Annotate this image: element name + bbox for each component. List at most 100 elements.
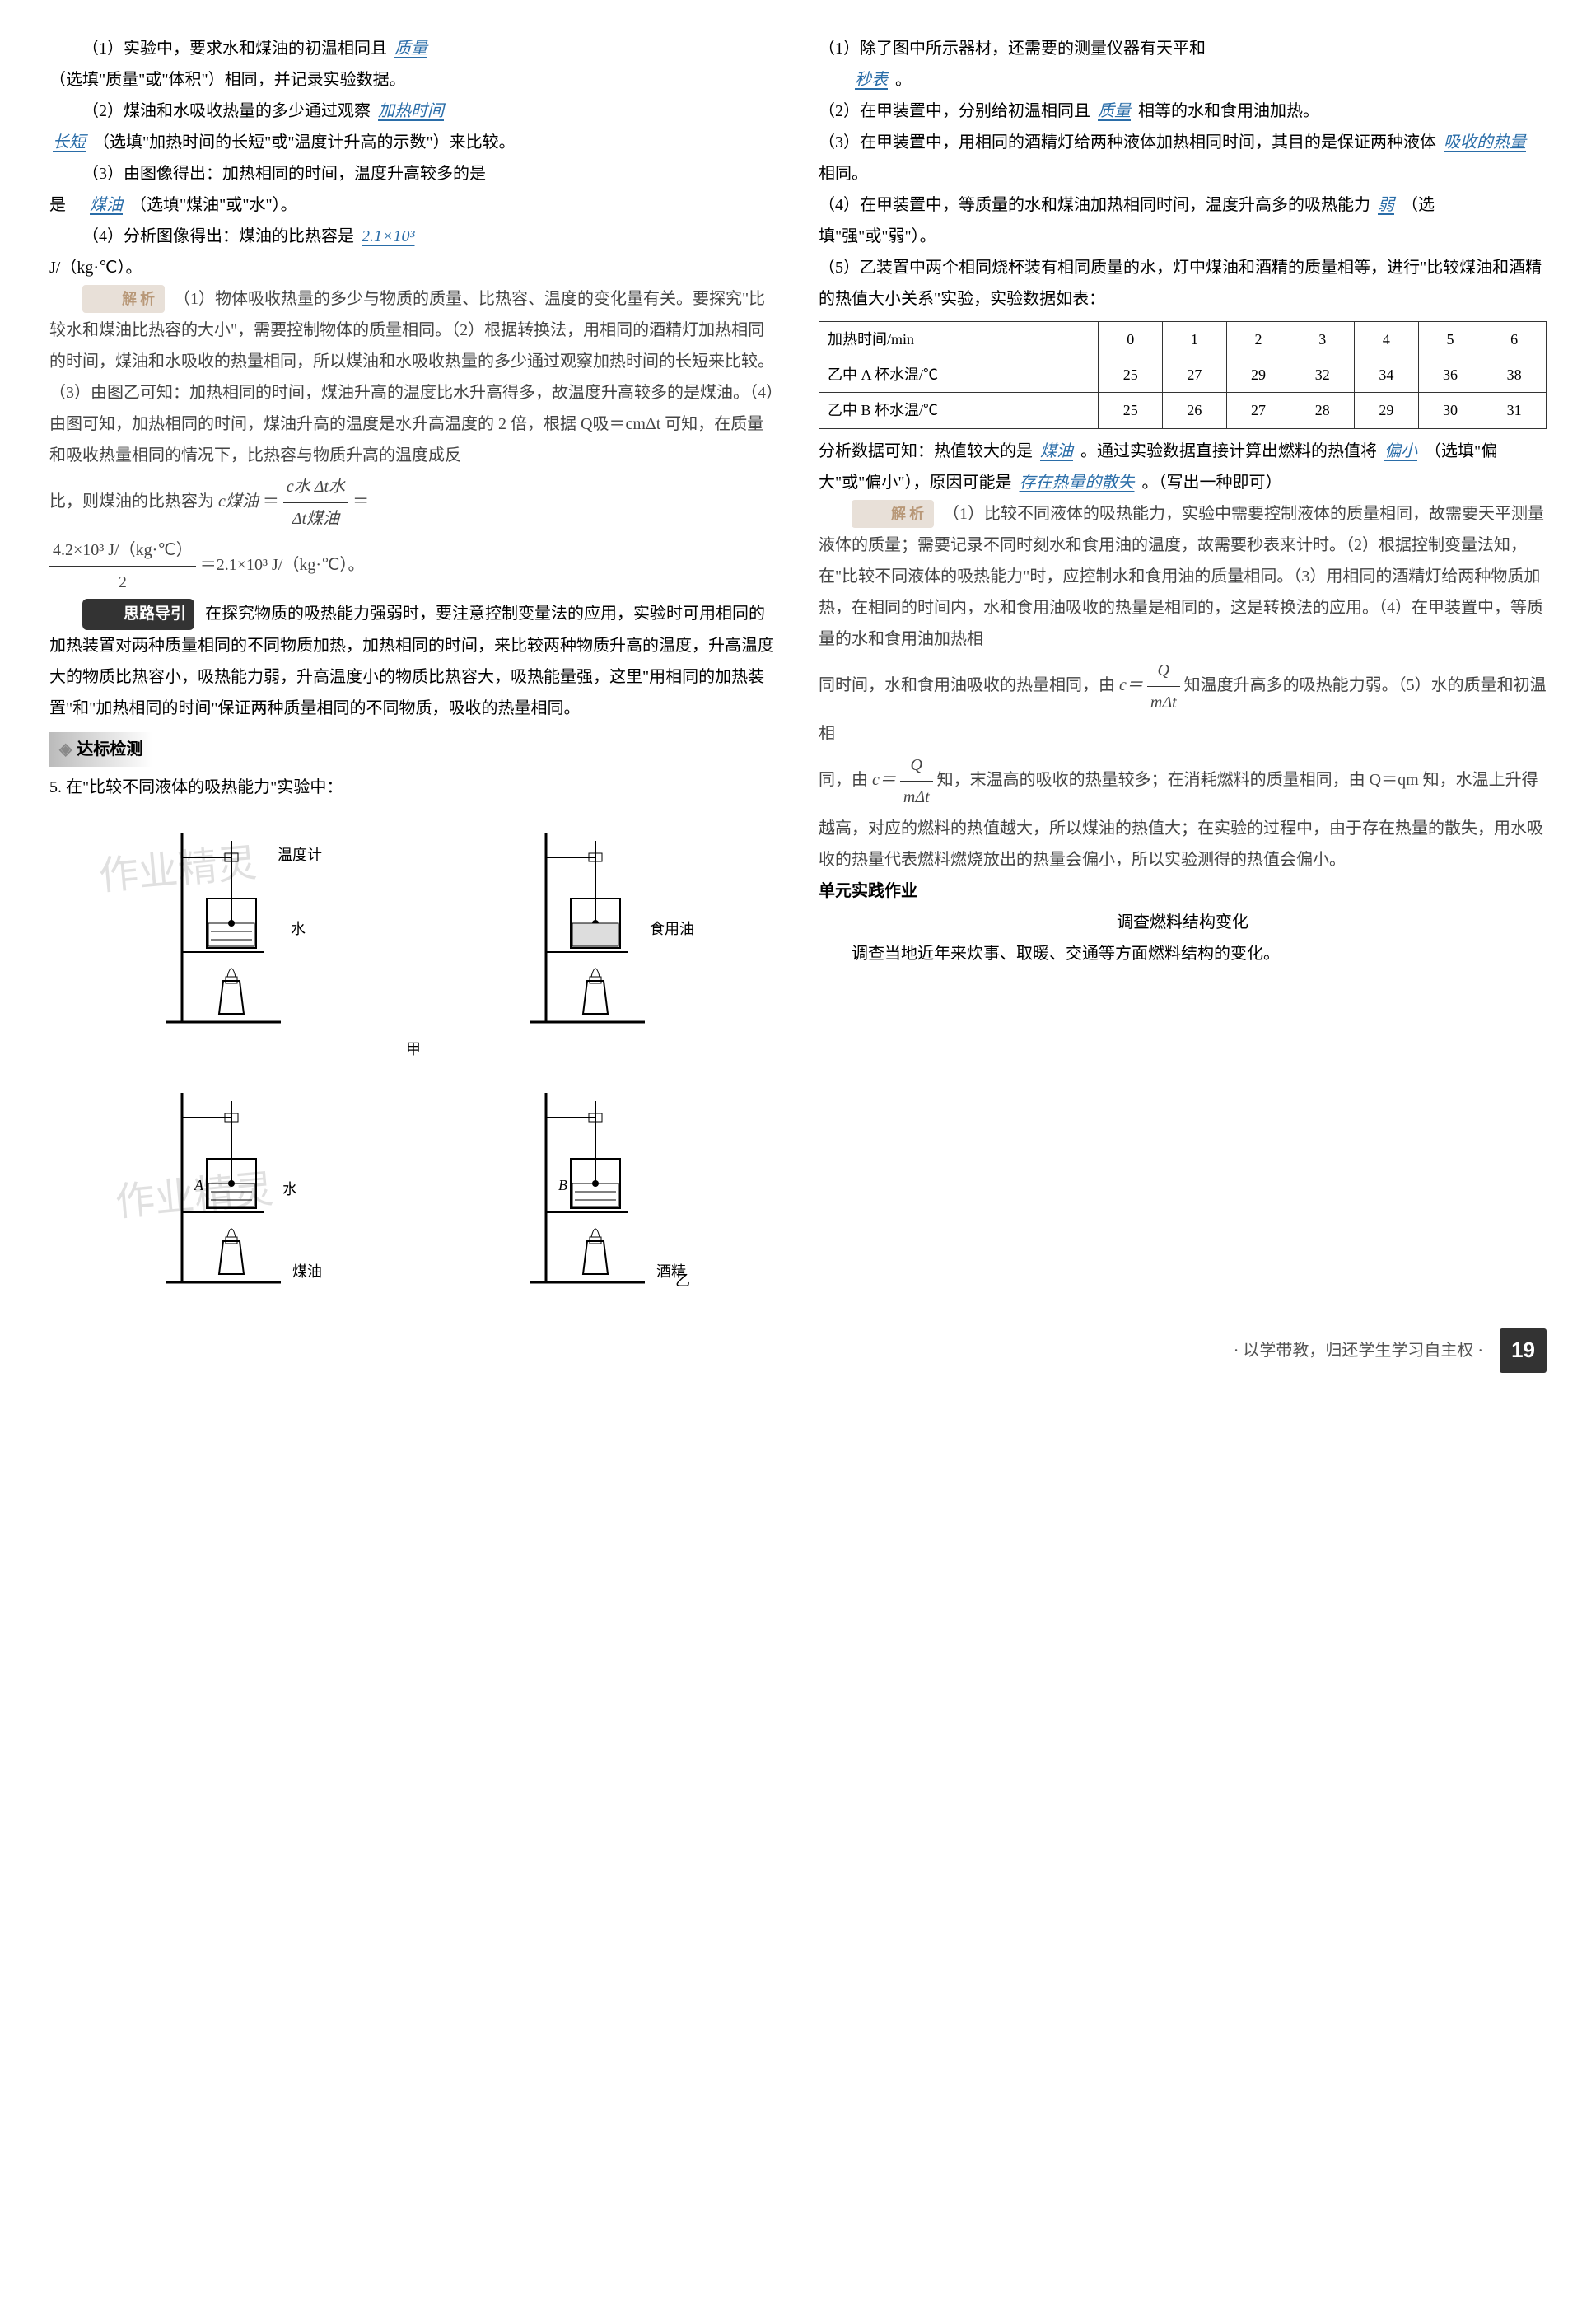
q3-post: （选填"煤油"或"水"）。 [130,196,297,214]
cell: 38 [1482,357,1547,393]
r-explain-f1: 同时间，水和食用油吸收的热量相同，由 c＝ Q mΔt 知温度升高多的吸热能力弱… [819,655,1547,749]
rq5-ans2: 偏小 [1381,442,1421,460]
r-frac2: Q mΔt [900,749,933,813]
r-c-eq: c＝ [1119,676,1143,694]
r-frac1-num: Q [1147,655,1180,687]
q2-text: （2）煤油和水吸收热量的多少通过观察 [82,102,371,120]
r-f2-pre: 同，由 [819,771,872,789]
diagram-yi: 作业精灵 [49,1076,777,1291]
footer-motto: · 以学带教，归还学生学习自主权 · [1234,1335,1483,1366]
rq2: （2）在甲装置中，分别给初温相同且 质量 相等的水和食用油加热。 [819,96,1547,127]
q4-ans: 2.1×10³ [358,227,418,245]
explain-formula: 比，则煤油的比热容为 c煤油 ＝ c水 Δt水 Δt煤油 ＝ [49,471,777,534]
th-b: 乙中 B 杯水温/℃ [819,393,1099,428]
explain1: 解析 （1）物体吸收热量的多少与物质的质量、比热容、温度的变化量有关。要探究"比… [49,283,777,471]
rq5-ans3: 存在热量的散失 [1016,474,1138,492]
rq5-mid1: 分析数据可知：热值较大的是 [819,442,1033,460]
rq4-text: （4）在甲装置中，等质量的水和煤油加热相同时间，温度升高多的吸热能力 [819,196,1370,214]
cell: 29 [1226,357,1290,393]
tip-para: 思路导引 在探究物质的吸热能力强弱时，要注意控制变量法的应用，实验时可用相同的加… [49,598,777,724]
cell: 26 [1163,393,1227,428]
r-frac1-den: mΔt [1147,687,1180,718]
survey-text: 调查当地近年来炊事、取暖、交通等方面燃料结构的变化。 [819,938,1547,969]
cell: 31 [1482,393,1547,428]
label-water: 水 [291,915,306,943]
rq3-post: 相同。 [819,165,868,183]
frac2-num: 4.2×10³ J/（kg·℃） [49,534,196,567]
q1: （1）实验中，要求水和煤油的初温相同且 质量 [49,33,777,64]
rq3-text: （3）在甲装置中，用相同的酒精灯给两种液体加热相同时间，其目的是保证两种液体 [819,133,1436,152]
frac1-num: c水 Δt水 [283,471,348,503]
caption-yi: 乙 [675,1267,690,1295]
cell: 27 [1226,393,1290,428]
frac1-den: Δt煤油 [283,503,348,534]
rq1-ans: 秒表 [852,71,891,89]
apparatus-b: B 酒精 乙 [513,1076,678,1291]
cell: 34 [1355,357,1419,393]
cell: 28 [1290,393,1355,428]
r-explain-f2: 同，由 c＝ Q mΔt 知，末温高的吸收的热量较多；在消耗燃料的质量相同，由 … [819,749,1547,875]
apparatus-water: 温度计 水 [149,816,314,1030]
cell: 3 [1290,322,1355,357]
q4: （4）分析图像得出：煤油的比热容是 2.1×10³ [49,221,777,252]
label-oil: 食用油 [650,915,694,943]
q4-text: （4）分析图像得出：煤油的比热容是 [82,227,354,245]
cell: 25 [1099,393,1163,428]
cell: 5 [1418,322,1482,357]
apparatus-a: A 水 煤油 [149,1076,314,1291]
r-frac2-num: Q [900,749,933,782]
r-c-eq2: c＝ [872,771,896,789]
tip-label: 思路导引 [82,599,194,630]
q2-ans2: 长短 [49,133,89,152]
label-meiyou: 煤油 [292,1258,322,1286]
cell: 4 [1355,322,1419,357]
q2-ans1: 加热时间 [375,102,447,120]
formula-pre: 比，则煤油的比热容为 [49,492,218,511]
explain-text: （1）物体吸收热量的多少与物质的质量、比热容、温度的变化量有关。要探究"比较水和… [49,290,774,464]
page-footer: · 以学带教，归还学生学习自主权 · 19 [49,1328,1547,1372]
apparatus-oil: 食用油 [513,816,678,1030]
rq1-text: （1）除了图中所示器材，还需要的测量仪器有天平和 [819,40,1206,58]
r-frac2-den: mΔt [900,782,933,813]
q1-post: （选填"质量"或"体积"）相同，并记录实验数据。 [49,64,777,96]
rq5-analysis: 分析数据可知：热值较大的是 煤油 。通过实验数据直接计算出燃料的热值将 偏小 （… [819,436,1547,498]
label-a: A [194,1171,203,1199]
diagram-jia: 作业精灵 [49,816,777,1063]
cell: 1 [1163,322,1227,357]
q4-unit: J/（kg·℃）。 [49,252,777,283]
cell: 2 [1226,322,1290,357]
data-table: 加热时间/min 0 1 2 3 4 5 6 乙中 A 杯水温/℃ 25 27 … [819,321,1547,429]
q3: （3）由图像得出：加热相同的时间，温度升高较多的是 [49,158,777,189]
frac2-den: 2 [49,567,196,598]
explain-formula2: 4.2×10³ J/（kg·℃） 2 ＝2.1×10³ J/（kg·℃）。 [49,534,777,598]
caption-jia: 甲 [49,1035,777,1063]
explain-label: 解析 [82,285,165,313]
r-frac1: Q mΔt [1147,655,1180,718]
rq2-text: （2）在甲装置中，分别给初温相同且 [819,102,1090,120]
rq3-ans: 吸收的热量 [1440,133,1529,152]
table-row-a: 乙中 A 杯水温/℃ 25 27 29 32 34 36 38 [819,357,1547,393]
rq1: （1）除了图中所示器材，还需要的测量仪器有天平和 [819,33,1547,64]
cell: 29 [1355,393,1419,428]
cell: 36 [1418,357,1482,393]
r-explain-label: 解析 [852,500,934,528]
q2-post: （选填"加热时间的长短"或"温度计升高的示数"）来比较。 [93,133,516,152]
cell: 6 [1482,322,1547,357]
page-number: 19 [1500,1328,1547,1372]
q2-line2: 长短 （选填"加热时间的长短"或"温度计升高的示数"）来比较。 [49,127,777,158]
rq5-post: 。（写出一种即可） [1142,474,1282,492]
dabiao-label: 达标检测 [49,732,152,767]
th-a: 乙中 A 杯水温/℃ [819,357,1099,393]
cell: 32 [1290,357,1355,393]
q3-text: （3）由图像得出：加热相同的时间，温度升高较多的是 [82,165,486,183]
table-row-b: 乙中 B 杯水温/℃ 25 26 27 28 29 30 31 [819,393,1547,428]
rq3: （3）在甲装置中，用相同的酒精灯给两种液体加热相同时间，其目的是保证两种液体 吸… [819,127,1547,189]
cell: 0 [1099,322,1163,357]
rq4: （4）在甲装置中，等质量的水和煤油加热相同时间，温度升高多的吸热能力 弱 （选填… [819,189,1547,252]
table-row-time: 加热时间/min 0 1 2 3 4 5 6 [819,322,1547,357]
unit-title: 单元实践作业 [819,875,1547,907]
label-water2: 水 [282,1175,297,1203]
rq5-mid2: 。通过实验数据直接计算出燃料的热值将 [1080,442,1377,460]
formula-result: ＝2.1×10³ J/（kg·℃）。 [200,556,365,574]
formula-c: c煤油 [218,492,259,511]
